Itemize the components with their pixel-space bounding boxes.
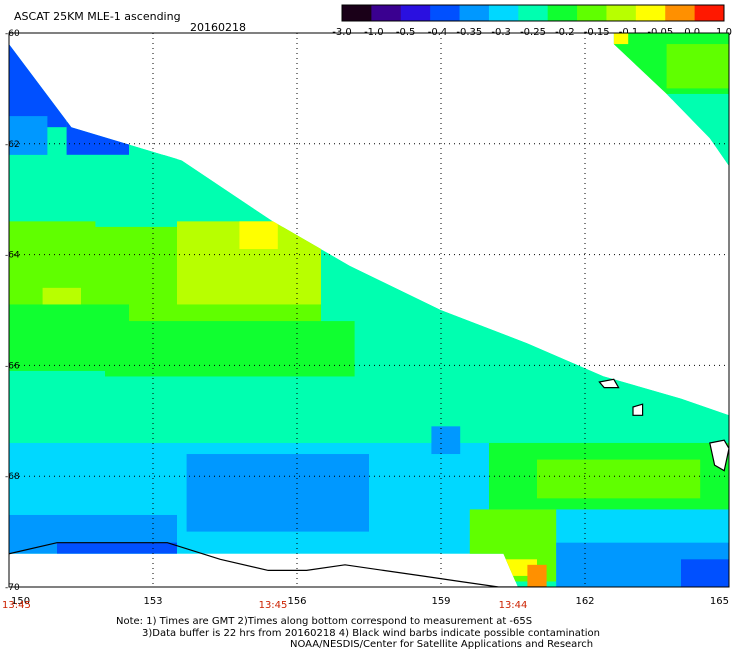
coastline-path	[9, 542, 547, 587]
time-label: 13:44	[499, 600, 528, 611]
colorbar-swatch	[400, 5, 431, 21]
colorbar-swatch	[342, 5, 372, 21]
swath-region	[9, 154, 177, 233]
colorbar-swatch	[635, 5, 666, 21]
swath-region	[527, 564, 547, 587]
note-line-1: Note: 1) Times are GMT 2)Times along bot…	[116, 616, 533, 627]
y-tick-label: -66	[5, 361, 20, 371]
gridlines	[8, 32, 730, 588]
swath-region	[186, 454, 369, 532]
swath-region	[681, 559, 729, 587]
swath-main	[9, 44, 729, 587]
colorbar-swatch	[488, 5, 519, 21]
y-tick-label: -68	[5, 472, 20, 482]
coastline	[9, 378, 729, 587]
swath-region	[666, 44, 729, 89]
chart-title: ASCAT 25KM MLE-1 ascending	[14, 10, 181, 23]
swath-region	[9, 376, 729, 443]
y-tick-label: -62	[5, 140, 20, 150]
y-tick-label: -64	[5, 251, 20, 261]
colorbar-swatch	[518, 5, 549, 21]
x-tick-label: 153	[143, 596, 162, 607]
colorbar-swatch	[430, 5, 461, 21]
island	[598, 378, 620, 389]
colorbar-frame	[341, 4, 725, 22]
island	[709, 439, 729, 472]
swath-region	[239, 221, 278, 250]
swath-region	[66, 121, 129, 155]
colorbar-swatch	[606, 5, 637, 21]
note-line-3: NOAA/NESDIS/Center for Satellite Applica…	[290, 639, 594, 650]
colorbar	[341, 4, 725, 22]
colorbar-swatch	[694, 5, 725, 21]
time-label: 13:45	[2, 600, 31, 611]
x-tick-label: 150	[11, 596, 30, 607]
x-tick-labels: 150 153 156 159 162 165	[11, 596, 729, 607]
x-tick-label: 162	[575, 596, 594, 607]
time-label: 13:45	[259, 600, 288, 611]
y-tick-labels: -60 -62 -64 -66 -68 -70	[5, 29, 20, 593]
y-tick-label: -60	[5, 29, 20, 39]
swath-region	[57, 542, 177, 554]
swath-region	[652, 93, 729, 166]
colorbar-swatch	[665, 5, 696, 21]
x-tick-label: 165	[710, 596, 729, 607]
y-tick-label: -70	[5, 583, 20, 593]
x-tick-label: 159	[431, 596, 450, 607]
data-swaths	[9, 33, 729, 587]
colorbar-swatch	[547, 5, 578, 21]
chart-date: 20160218	[190, 21, 246, 34]
swath-region	[431, 426, 461, 455]
swath-region	[9, 44, 67, 128]
colorbar-swatch	[459, 5, 490, 21]
swath-northeast	[613, 33, 729, 166]
island	[632, 403, 644, 416]
colorbar-swatch	[577, 5, 607, 21]
swath-region	[105, 321, 355, 377]
time-labels: 13:45 13:45 13:44	[2, 600, 527, 611]
colorbar-swatch	[371, 5, 402, 21]
x-tick-label: 156	[287, 596, 306, 607]
swath-region	[537, 459, 701, 499]
swath-region	[613, 33, 629, 45]
note-line-2: 3)Data buffer is 22 hrs from 20160218 4)…	[142, 628, 600, 639]
